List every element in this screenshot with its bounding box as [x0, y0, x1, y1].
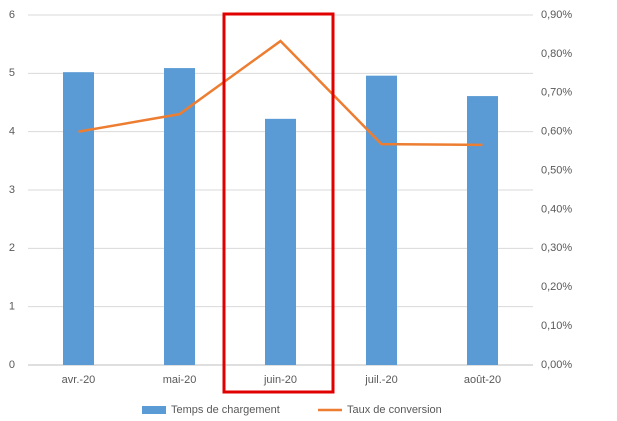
y2-tick-label: 0,30% [541, 242, 572, 254]
y-tick-label: 4 [9, 126, 15, 138]
y2-tick-label: 0,50% [541, 164, 572, 176]
y2-tick-label: 0,80% [541, 48, 572, 60]
y-tick-label: 3 [9, 184, 15, 196]
y2-tick-label: 0,70% [541, 87, 572, 99]
x-tick-label: août-20 [464, 374, 501, 386]
y-tick-label: 0 [9, 359, 15, 371]
y2-tick-label: 0,20% [541, 281, 572, 293]
y-tick-label: 1 [9, 301, 15, 313]
highlight-box [222, 12, 335, 394]
legend-swatch [142, 406, 166, 414]
y2-tick-label: 0,60% [541, 126, 572, 138]
line [78, 39, 483, 147]
y-tick-label: 2 [9, 242, 15, 254]
y-tick-label: 6 [9, 9, 15, 21]
x-tick-label: juin-20 [263, 374, 297, 386]
plot: 0 1 2 3 4 5 6 0,00% 0,10% 0,20% 0,30% 0,40% 0,50% 0,6… [9, 9, 573, 416]
x-tick-label: avr.-20 [62, 374, 96, 386]
bar [467, 96, 498, 365]
y2-tick-label: 0,00% [541, 359, 572, 371]
x-tick-label: mai-20 [163, 374, 197, 386]
y-tick-label: 5 [9, 67, 15, 79]
y2-tick-label: 0,90% [541, 9, 572, 21]
y2-tick-label: 0,10% [541, 320, 572, 332]
bar [63, 72, 94, 366]
bar [164, 68, 195, 365]
legend-label: Temps de chargement [171, 404, 280, 416]
x-tick-label: juil.-20 [364, 374, 397, 386]
y2-tick-label: 0,40% [541, 203, 572, 215]
bar [265, 118, 296, 365]
bar [366, 75, 397, 366]
legend-label: Taux de conversion [347, 404, 442, 416]
